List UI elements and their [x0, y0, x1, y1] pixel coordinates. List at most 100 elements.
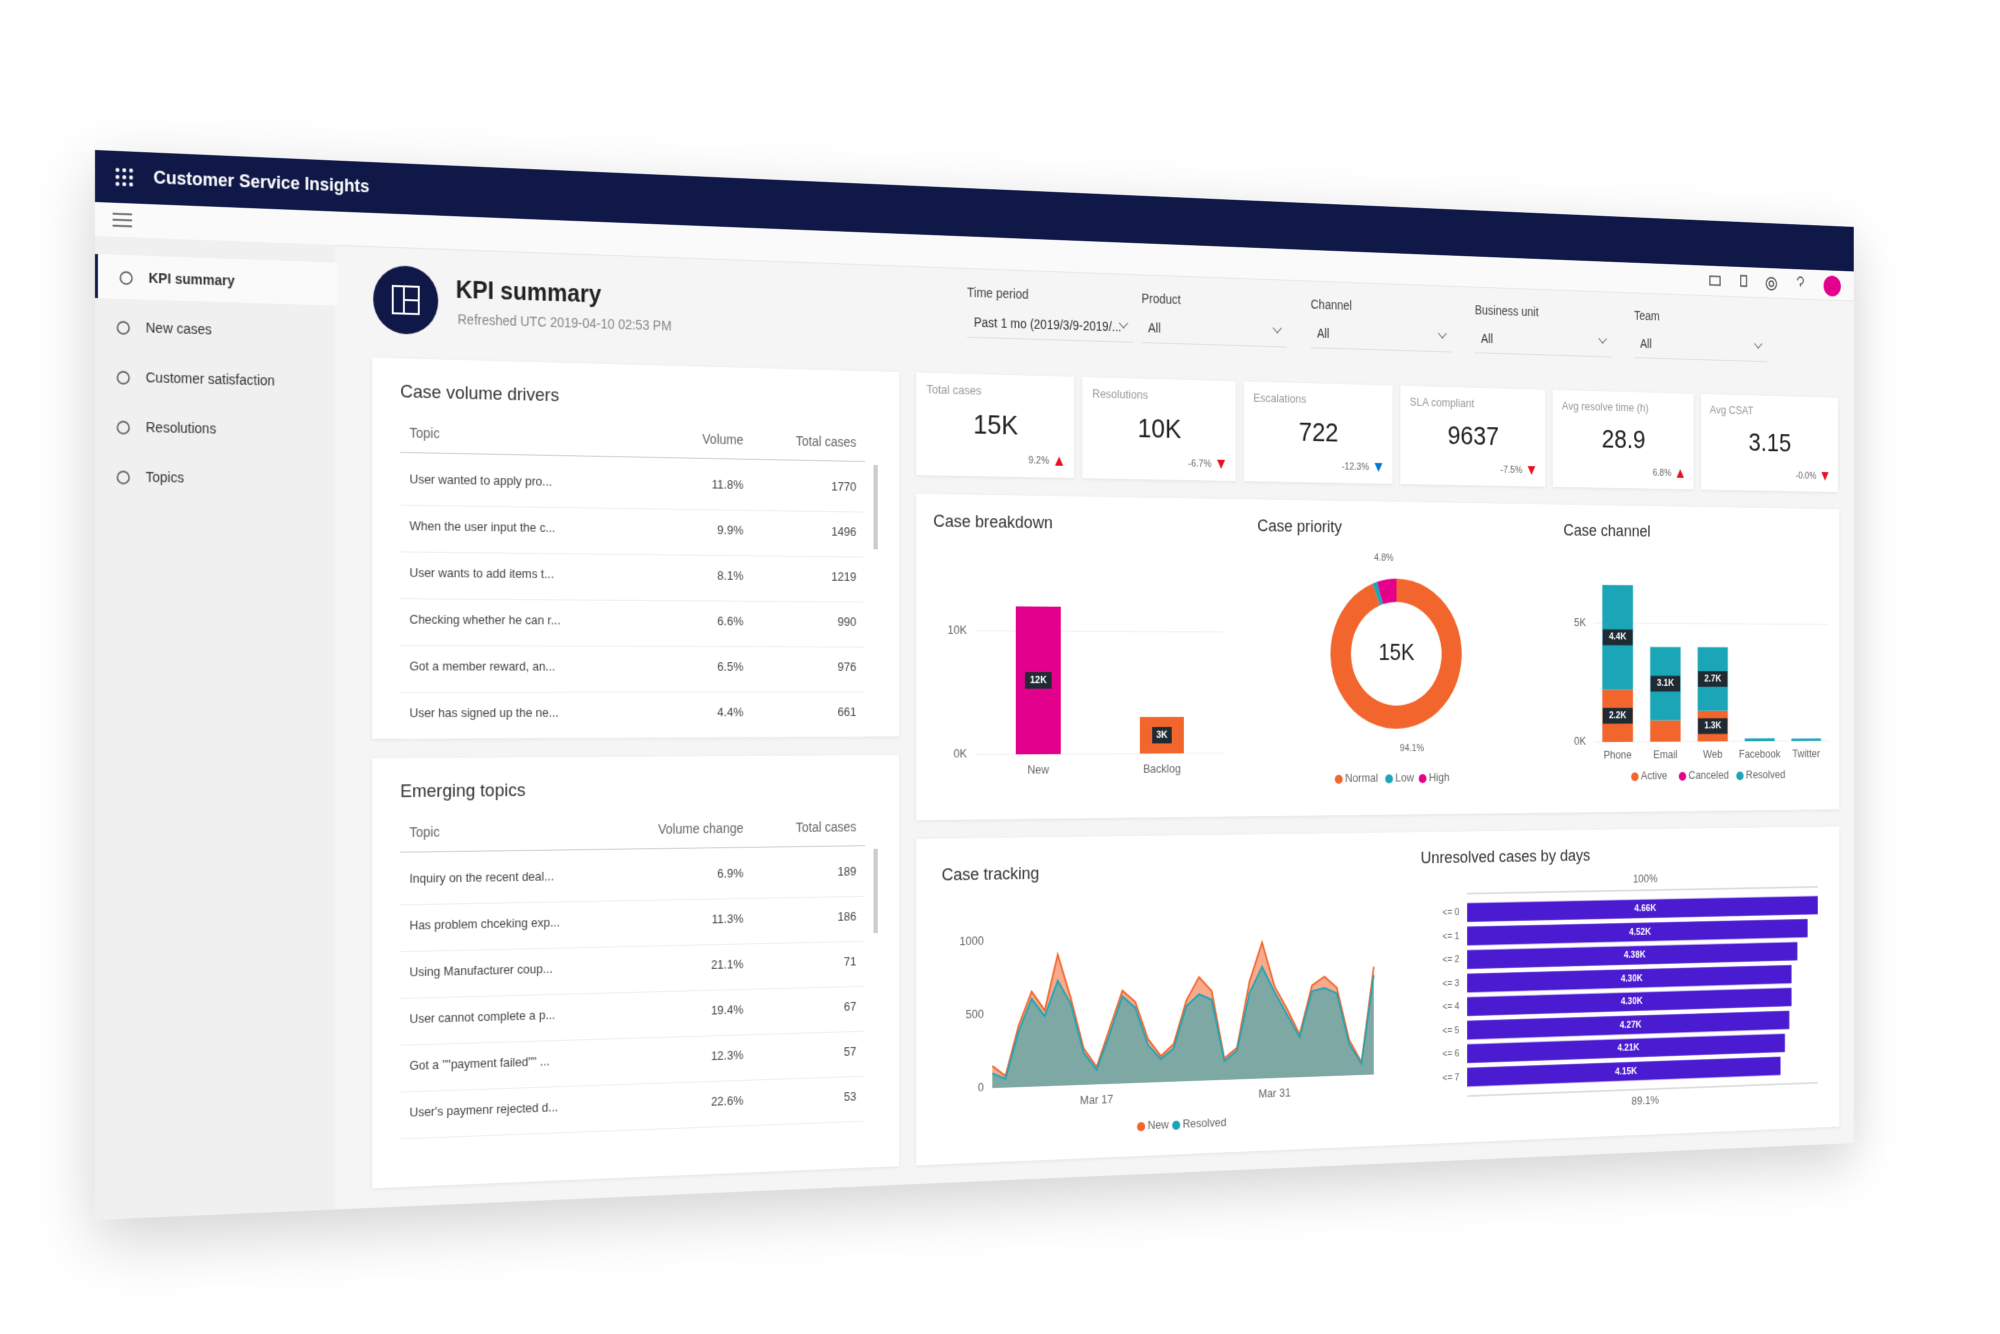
table-cell: User wants to add items t...: [409, 565, 554, 582]
nav-label: New cases: [145, 319, 212, 338]
row-rule: [400, 1120, 865, 1140]
table-cell: Has problem chceking exp...: [409, 914, 560, 933]
chart-card: Case breakdown 0K 10K New 12K Backlog 3K Case p…: [916, 493, 1840, 821]
kpi-card: Avg CSAT 3.15 -0.0%: [1700, 393, 1838, 493]
grid-line: [976, 631, 1223, 632]
chart-title: Case priority: [1257, 516, 1342, 536]
filter-value: All: [1317, 325, 1330, 341]
kpi-value: 10K: [1137, 413, 1182, 445]
column-header: Topic: [409, 823, 440, 840]
nav-icon-shape: [117, 471, 129, 483]
table-card: Emerging topics Topic Volume change Total c…: [372, 755, 900, 1189]
page-title: KPI summary: [455, 276, 602, 309]
value-label: 4.30K: [1621, 996, 1643, 1007]
chart-title: Case channel: [1563, 520, 1650, 540]
sidebar: KPI summary New cases Customer satisfactio…: [95, 236, 338, 1220]
legend-label: Low: [1395, 771, 1414, 785]
app-title: Customer Service Insights: [153, 167, 370, 197]
nav-item[interactable]: Customer satisfaction: [95, 354, 335, 404]
x-tick-label: Backlog: [1143, 762, 1181, 776]
table-cell: 8.1%: [717, 568, 744, 583]
table-cell: 9.9%: [717, 522, 744, 538]
filter-label: Product: [1141, 290, 1181, 307]
y-tick-label: <= 4: [1442, 1001, 1459, 1012]
kpi-label: SLA compliant: [1409, 394, 1475, 410]
nav-item[interactable]: Topics: [95, 454, 335, 502]
row-rule: [400, 895, 865, 906]
row-rule: [400, 504, 865, 513]
column-header: Topic: [409, 424, 440, 442]
nav-item[interactable]: New cases: [95, 304, 335, 355]
y-tick-label: 0K: [1574, 734, 1586, 747]
x-tick-label: Mar 31: [1258, 1086, 1290, 1101]
legend-swatch: [1631, 772, 1639, 782]
chart: Unresolved cases by days 100% 89.1% <= 0 4.6…: [1421, 845, 1839, 1108]
nav-item[interactable]: KPI summary: [95, 254, 338, 306]
table-cell: 6.6%: [717, 613, 744, 629]
nav-label: Resolutions: [145, 419, 217, 437]
menu-button[interactable]: [112, 213, 133, 228]
kpi-label: Resolutions: [1092, 386, 1149, 402]
bar-segment: [1791, 738, 1822, 741]
kpi-label: Avg CSAT: [1709, 402, 1754, 418]
nav-icon-shape: [117, 372, 129, 384]
y-tick-label: <= 1: [1442, 931, 1459, 942]
legend-label: Resolved: [1183, 1115, 1227, 1131]
column-header: Volume: [702, 431, 744, 448]
filter-value: All: [1148, 320, 1161, 336]
filter-label: Time period: [967, 284, 1029, 302]
table-cell: Got a ""payment failed"" ...: [409, 1053, 550, 1073]
donut-center: 15K: [1378, 640, 1414, 665]
filter-select[interactable]: All: [1310, 318, 1452, 353]
filter-select[interactable]: All: [1141, 312, 1287, 348]
table-cell: Inquiry on the recent deal...: [409, 868, 554, 886]
row-rule: [400, 598, 865, 603]
table-cell: 21.1%: [710, 956, 744, 972]
row-rule: [400, 736, 865, 740]
legend-label: Canceled: [1688, 768, 1728, 782]
chart-title: Case tracking: [942, 863, 1039, 884]
filter-select[interactable]: All: [1634, 329, 1767, 363]
kpi-trend: [1821, 472, 1829, 481]
table-cell: Got a member reward, an...: [409, 658, 556, 674]
nav-icon: [119, 272, 134, 286]
filter-label: Team: [1634, 308, 1660, 324]
filter-value: Past 1 mo (2019/3/9-2019/...: [973, 314, 1122, 335]
chart-card: Case tracking 0 500 1000 Mar 17 Mar 31 New Reso…: [916, 826, 1840, 1166]
y-tick-label: <= 3: [1442, 978, 1459, 989]
table-cell: 4.4%: [717, 704, 744, 720]
y-tick-label: <= 5: [1442, 1025, 1459, 1036]
row-rule: [400, 1030, 865, 1046]
x-tick-label: Twitter: [1792, 747, 1820, 760]
y-tick-label: 0: [978, 1080, 984, 1094]
filter-select[interactable]: Past 1 mo (2019/3/9-2019/...: [967, 307, 1134, 343]
table-cell: 11.8%: [711, 477, 744, 492]
app-launcher[interactable]: [115, 167, 134, 188]
x-tick-label: New: [1027, 763, 1049, 777]
chevron: [1272, 323, 1282, 334]
filter-select[interactable]: All: [1474, 323, 1612, 358]
legend-swatch: [1385, 774, 1393, 784]
table-cell: Checking whether he can r...: [409, 611, 561, 628]
kpi-label: Escalations: [1253, 390, 1307, 406]
value-label: 4.27K: [1620, 1019, 1642, 1030]
legend-label: High: [1429, 771, 1450, 785]
kpi-card: Resolutions 10K -6.7%: [1082, 377, 1236, 481]
table-cell: Using Manufacturer coup...: [409, 961, 553, 980]
chart-title: Unresolved cases by days: [1421, 845, 1591, 866]
chevron: [1754, 338, 1763, 349]
header-icons[interactable]: [1708, 271, 1846, 297]
legend-swatch: [1137, 1121, 1146, 1132]
card-title: Case volume drivers: [400, 381, 560, 407]
nav-item[interactable]: Resolutions: [95, 404, 335, 453]
column-header: Total cases: [795, 819, 857, 835]
kpi-change: 6.8%: [1652, 467, 1672, 479]
kpi-trend: [1676, 469, 1684, 478]
chart: Case channel 0K 5K 2.2K 4.4K Phone 3.1K Email 1.…: [1563, 520, 1839, 782]
y-tick-label: 500: [966, 1007, 984, 1022]
kpi-value: 28.9: [1601, 424, 1646, 455]
chart-title: Case breakdown: [933, 511, 1053, 532]
table-cell: 19.4%: [710, 1002, 744, 1018]
nav-label: Topics: [145, 468, 185, 486]
trend-arrow: [1374, 462, 1383, 473]
